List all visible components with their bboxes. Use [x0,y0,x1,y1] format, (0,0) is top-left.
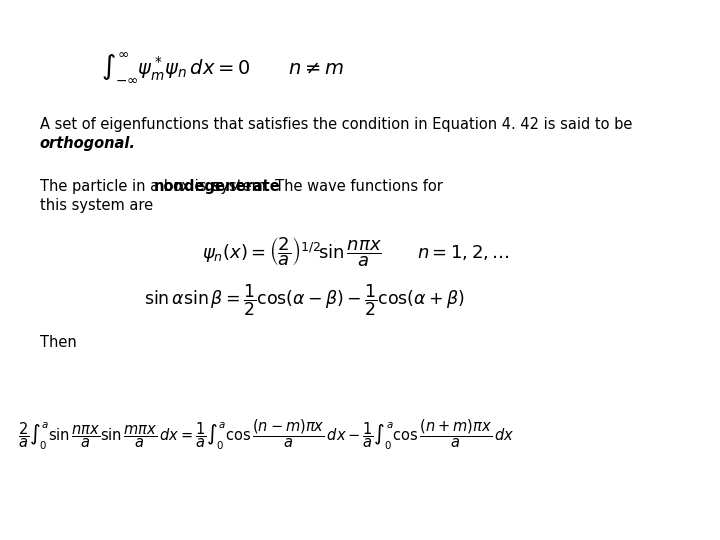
Text: system. The wave functions for: system. The wave functions for [208,179,443,194]
Text: $\psi_n(x) = \left(\dfrac{2}{a}\right)^{1/2}\! \sin\dfrac{n\pi x}{a} \qquad n = : $\psi_n(x) = \left(\dfrac{2}{a}\right)^{… [202,234,510,268]
Text: A set of eigenfunctions that satisfies the condition in Equation 4. 42 is said t: A set of eigenfunctions that satisfies t… [40,117,632,132]
Text: $\sin\alpha \sin\beta = \dfrac{1}{2}\cos(\alpha - \beta) - \dfrac{1}{2}\cos(\alp: $\sin\alpha \sin\beta = \dfrac{1}{2}\cos… [144,283,465,319]
Text: The particle in a box is a: The particle in a box is a [40,179,225,194]
Text: $\int_{-\infty}^{\infty} \psi_m^* \psi_n\, dx = 0 \qquad n \neq m$: $\int_{-\infty}^{\infty} \psi_m^* \psi_n… [101,51,343,84]
Text: this system are: this system are [40,198,153,213]
Text: $\dfrac{2}{a}\int_0^a \sin\dfrac{n\pi x}{a}\sin\dfrac{m\pi x}{a}\,dx = \dfrac{1}: $\dfrac{2}{a}\int_0^a \sin\dfrac{n\pi x}… [18,417,514,452]
Text: orthogonal.: orthogonal. [40,136,135,151]
Text: Then: Then [40,335,76,350]
Text: nondegenerate: nondegenerate [153,179,280,194]
